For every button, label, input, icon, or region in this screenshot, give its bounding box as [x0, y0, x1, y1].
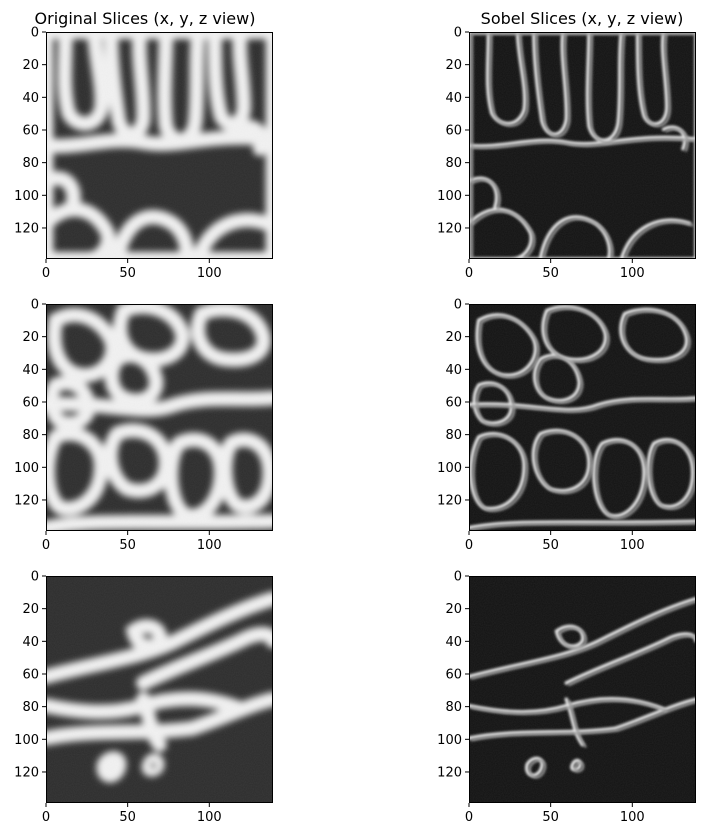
y-tick-label: 20 — [22, 602, 39, 617]
y-tick-label: 100 — [437, 461, 462, 476]
y-tick-label: 120 — [14, 765, 39, 780]
y-tick-label: 20 — [445, 330, 462, 345]
axes-frame — [469, 576, 696, 803]
y-tick-label: 100 — [437, 733, 462, 748]
x-tick-label: 50 — [119, 266, 136, 281]
slice-image — [46, 576, 273, 803]
x-tick-label: 50 — [119, 538, 136, 553]
y-tick-label: 20 — [22, 58, 39, 73]
x-tick-label: 50 — [542, 810, 559, 825]
slice-image — [46, 304, 273, 531]
axes-frame — [469, 304, 696, 531]
y-tick-label: 120 — [437, 493, 462, 508]
panel-orig-x: 0 50 100 0 20 40 60 80 100 120 — [14, 26, 273, 281]
y-tick-label: 120 — [14, 493, 39, 508]
y-tick-label: 120 — [437, 221, 462, 236]
y-tick-label: 80 — [22, 156, 39, 171]
x-tick-label: 0 — [42, 810, 50, 825]
y-tick-label: 40 — [445, 91, 462, 106]
y-tick-label: 0 — [31, 298, 39, 313]
y-tick-label: 0 — [454, 26, 462, 41]
y-tick-label: 0 — [31, 26, 39, 41]
y-tick-label: 60 — [445, 667, 462, 682]
y-tick-label: 80 — [22, 428, 39, 443]
x-tick-label: 100 — [197, 538, 222, 553]
slice-image — [46, 32, 273, 259]
x-tick-label: 100 — [620, 538, 645, 553]
y-tick-label: 40 — [445, 635, 462, 650]
y-tick-label: 80 — [445, 428, 462, 443]
x-tick-label: 100 — [197, 810, 222, 825]
y-tick-label: 0 — [31, 570, 39, 585]
y-tick-label: 80 — [445, 156, 462, 171]
y-tick-label: 40 — [22, 635, 39, 650]
x-tick-label: 0 — [42, 538, 50, 553]
y-tick-label: 100 — [14, 189, 39, 204]
column-title-original: Original Slices (x, y, z view) — [35, 9, 256, 28]
x-tick-label: 50 — [542, 538, 559, 553]
y-tick-label: 20 — [22, 330, 39, 345]
column-title-sobel: Sobel Slices (x, y, z view) — [481, 9, 684, 28]
y-tick-label: 100 — [14, 733, 39, 748]
x-tick-label: 0 — [465, 266, 473, 281]
axes-frame — [469, 32, 696, 259]
y-tick-label: 40 — [445, 363, 462, 378]
y-tick-label: 80 — [445, 700, 462, 715]
x-tick-label: 0 — [465, 538, 473, 553]
y-tick-label: 60 — [445, 123, 462, 138]
x-tick-label: 100 — [620, 810, 645, 825]
x-tick-label: 50 — [119, 810, 136, 825]
slice-image — [469, 32, 696, 259]
x-tick-label: 50 — [542, 266, 559, 281]
slice-image — [469, 576, 696, 803]
y-tick-label: 100 — [437, 189, 462, 204]
axes-frame — [46, 576, 273, 803]
y-tick-label: 40 — [22, 91, 39, 106]
y-tick-label: 60 — [22, 123, 39, 138]
x-tick-label: 0 — [42, 266, 50, 281]
y-tick-label: 20 — [445, 58, 462, 73]
y-tick-label: 120 — [437, 765, 462, 780]
axes-frame — [46, 304, 273, 531]
y-tick-label: 80 — [22, 700, 39, 715]
x-tick-label: 100 — [620, 266, 645, 281]
y-tick-label: 0 — [454, 298, 462, 313]
panel-sobel-y: 0 50 100 0 20 40 60 80 100 120 — [437, 298, 696, 553]
y-tick-label: 60 — [22, 667, 39, 682]
panel-sobel-z: 0 50 100 0 20 40 60 80 100 120 — [437, 570, 696, 825]
y-tick-label: 100 — [14, 461, 39, 476]
y-tick-label: 40 — [22, 363, 39, 378]
y-tick-label: 20 — [445, 602, 462, 617]
x-tick-label: 100 — [197, 266, 222, 281]
panel-orig-z: 0 50 100 0 20 40 60 80 100 120 — [14, 570, 273, 825]
y-tick-label: 60 — [445, 395, 462, 410]
panel-sobel-x: 0 50 100 0 20 40 60 80 100 120 — [437, 26, 696, 281]
axes-frame — [46, 32, 273, 259]
slice-image — [469, 304, 696, 531]
panel-grid: 0 50 100 0 20 40 60 80 100 120 0 50 100 0 20 40 60 80 100 1… — [14, 26, 696, 825]
y-tick-label: 60 — [22, 395, 39, 410]
panel-orig-y: 0 50 100 0 20 40 60 80 100 120 — [14, 298, 273, 553]
y-tick-label: 120 — [14, 221, 39, 236]
x-tick-label: 0 — [465, 810, 473, 825]
y-tick-label: 0 — [454, 570, 462, 585]
